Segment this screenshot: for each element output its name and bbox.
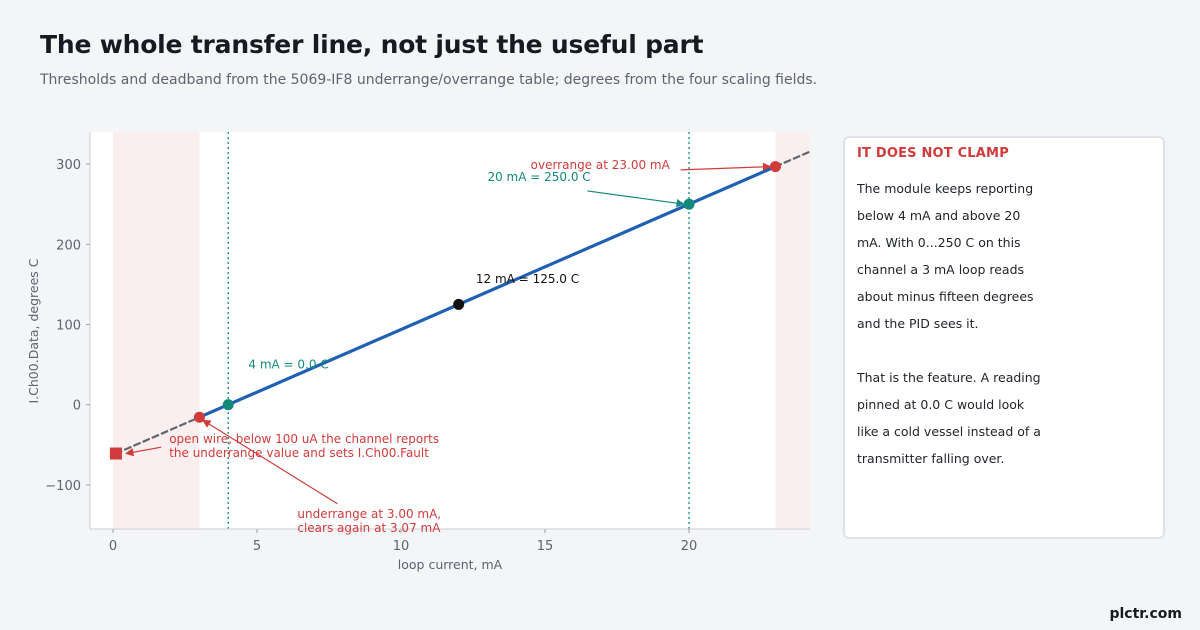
annotation-line: 20 mA = 250.0 C <box>487 170 590 184</box>
callout-paragraph-1: The module keeps reporting below 4 mA an… <box>857 181 1034 331</box>
annotation-arrow-1 <box>202 419 338 505</box>
x-axis-label: loop current, mA <box>398 557 503 572</box>
y-tick-label: 100 <box>56 318 81 333</box>
page-subtitle: Thresholds and deadband from the 5069-IF… <box>40 72 818 88</box>
data-point-square-0 <box>109 447 122 460</box>
annotation-line: 4 mA = 0.0 C <box>248 358 328 372</box>
page-title: The whole transfer line, not just the us… <box>40 30 704 59</box>
annotation-line: the underrange value and sets I.Ch00.Fau… <box>169 446 429 460</box>
transfer-line-1 <box>197 164 778 419</box>
y-axis-label: I.Ch00.Data, degrees C <box>26 258 41 403</box>
annotation-line: open wire, below 100 uA the channel repo… <box>169 432 439 446</box>
x-tick-label: 20 <box>681 539 698 554</box>
callout-paragraph-2: That is the feature. A reading pinned at… <box>857 370 1041 466</box>
x-tick-label: 10 <box>393 539 410 554</box>
data-point-2 <box>222 399 234 411</box>
callout-heading: IT DOES NOT CLAMP <box>857 146 1009 161</box>
annotation-line: overrange at 23.00 mA <box>531 158 671 172</box>
annotation-4: 20 mA = 250.0 C <box>487 170 590 184</box>
annotation-line: 12 mA = 125.0 C <box>476 272 579 286</box>
shaded-region-1 <box>775 132 810 529</box>
y-tick-label: −100 <box>45 479 81 494</box>
annotation-arrow-5 <box>680 162 772 172</box>
annotation-line: clears again at 3.07 mA <box>297 521 441 535</box>
extrapolated-line-2 <box>774 150 812 168</box>
plot-area <box>90 132 810 529</box>
callout-panel: IT DOES NOT CLAMP The module keeps repor… <box>843 136 1165 539</box>
annotation-arrow-0 <box>125 446 162 457</box>
brand-logo[interactable]: plctr.com <box>1109 606 1182 622</box>
annotation-3: 12 mA = 125.0 C <box>476 272 579 286</box>
x-tick-label: 5 <box>253 539 261 554</box>
shaded-region-0 <box>113 132 200 529</box>
annotation-arrow-4 <box>587 190 685 208</box>
data-point-3 <box>453 298 465 310</box>
annotation-2: 4 mA = 0.0 C <box>248 358 328 372</box>
x-tick-label: 0 <box>109 539 117 554</box>
y-tick-label: 0 <box>73 399 81 414</box>
x-tick-label: 15 <box>537 539 554 554</box>
extrapolated-line-0 <box>114 416 201 455</box>
annotation-5: overrange at 23.00 mA <box>531 158 671 172</box>
annotation-1: underrange at 3.00 mA, clears again at 3.… <box>297 507 441 535</box>
y-tick-label: 200 <box>56 238 81 253</box>
annotation-line: underrange at 3.00 mA, <box>297 507 441 521</box>
y-tick-label: 300 <box>56 158 81 173</box>
data-point-5 <box>769 161 781 173</box>
data-point-4 <box>683 198 695 210</box>
annotation-0: open wire, below 100 uA the channel repo… <box>169 432 439 460</box>
